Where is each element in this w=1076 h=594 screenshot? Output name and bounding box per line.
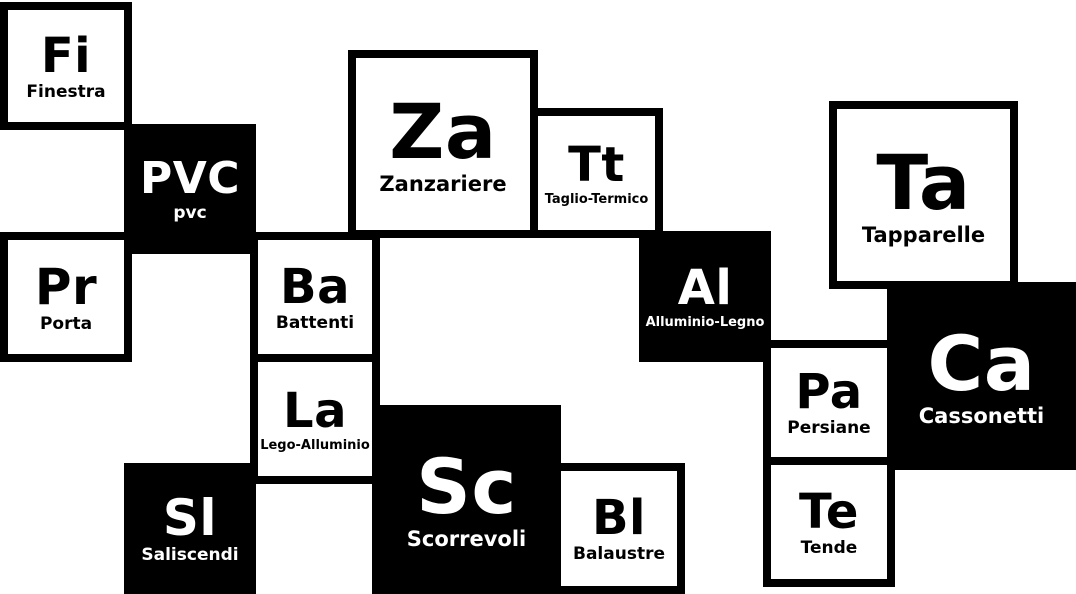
tile-finestra: Fi Finestra (0, 2, 132, 130)
tile-balaustre: Bl Balaustre (553, 463, 685, 594)
tile-label: Saliscendi (141, 545, 239, 565)
tile-symbol: Fi (40, 27, 92, 84)
tile-label: Cassonetti (918, 403, 1045, 428)
tile-label: Finestra (26, 81, 106, 102)
tile-label: Scorrevoli (406, 527, 527, 551)
tile-label: Porta (39, 313, 93, 334)
tile-porta: Pr Porta (0, 232, 132, 362)
tile-label: Battenti (275, 312, 355, 333)
tile-label: Lego-Alluminio (260, 437, 370, 453)
tile-symbol: Ca (927, 318, 1036, 408)
tile-label: Zanzariere (379, 171, 507, 196)
tile-alluminio-legno: Al Alluminio-Legno (639, 231, 771, 362)
tile-label: Tende (800, 537, 858, 558)
tile-symbol: Tt (568, 136, 625, 193)
tile-label: Balaustre (573, 544, 665, 564)
tile-symbol: Pa (795, 364, 863, 420)
tile-symbol: Za (389, 86, 497, 176)
tile-pvc: PVC pvc (124, 124, 256, 254)
tile-symbol: Ta (876, 137, 971, 227)
tile-symbol: Al (677, 260, 733, 316)
tile-symbol: Sc (416, 442, 517, 531)
tile-taglio-termico: Tt Taglio-Termico (530, 108, 663, 238)
tile-symbol: Ba (280, 258, 350, 315)
tile-symbol: Sl (162, 489, 218, 547)
tile-zanzariere: Za Zanzariere (348, 50, 538, 238)
tile-symbol: Pr (34, 257, 98, 316)
tile-symbol: Bl (591, 490, 647, 546)
tile-label: Taglio-Termico (544, 191, 649, 207)
tile-cassonetti: Ca Cassonetti (887, 282, 1076, 470)
tile-symbol: Te (799, 483, 859, 540)
tile-tende: Te Tende (763, 457, 895, 587)
tile-battenti: Ba Battenti (250, 232, 380, 362)
tile-lego-alluminio: La Lego-Alluminio (250, 354, 380, 484)
tile-scorrevoli: Sc Scorrevoli (372, 405, 561, 594)
tile-symbol: PVC (139, 152, 241, 204)
tile-tapparelle: Ta Tapparelle (829, 101, 1018, 289)
tile-label: pvc (173, 202, 207, 223)
tile-saliscendi: Sl Saliscendi (124, 463, 256, 594)
tile-label: Persiane (787, 418, 871, 438)
tile-persiane: Pa Persiane (763, 340, 895, 465)
tile-label: Tapparelle (861, 222, 986, 247)
tile-label: Alluminio-Legno (645, 315, 765, 330)
tile-symbol: La (283, 382, 347, 439)
